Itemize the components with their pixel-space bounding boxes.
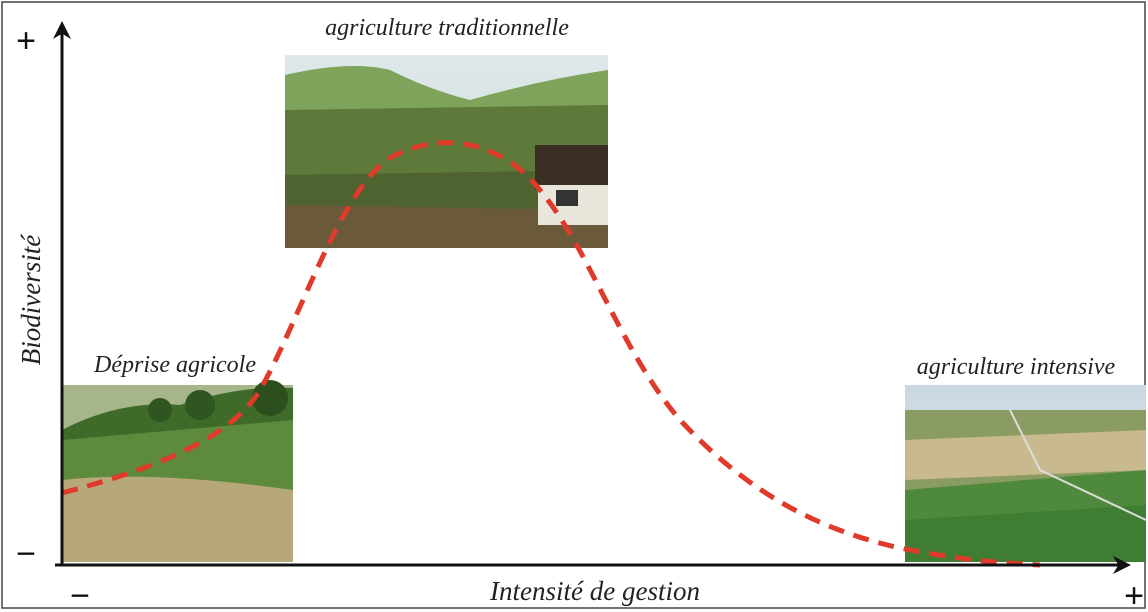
photo-intensive	[905, 385, 1147, 562]
y-minus: −	[16, 535, 36, 573]
photo-caption: agriculture traditionnelle	[325, 15, 569, 41]
y-axis-label: Biodiversité	[16, 234, 46, 365]
photo-caption: agriculture intensive	[917, 354, 1116, 380]
trend-curve	[61, 140, 1041, 568]
y-plus: +	[16, 22, 36, 60]
photo-caption: Déprise agricole	[93, 352, 256, 378]
x-axis-label: Intensité de gestion	[489, 576, 700, 606]
photo-traditionnelle	[285, 55, 608, 248]
x-minus: −	[70, 577, 90, 612]
photo-deprise	[62, 380, 293, 562]
x-plus: +	[1124, 577, 1144, 612]
